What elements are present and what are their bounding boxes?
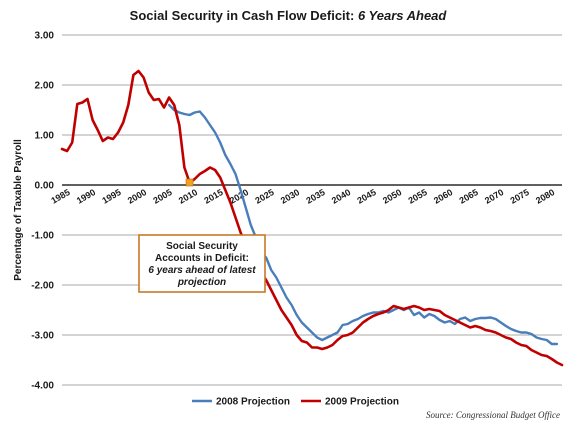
series-line-projection-2009 bbox=[60, 69, 564, 367]
y-tick-label: 2.00 bbox=[35, 81, 55, 92]
series bbox=[60, 69, 564, 367]
x-tick-label: 2045 bbox=[355, 187, 377, 206]
x-tick-label: 2035 bbox=[304, 187, 326, 206]
x-tick-label: 2015 bbox=[202, 187, 224, 206]
x-tick-label: 2000 bbox=[126, 187, 148, 206]
legend-label: 2009 Projection bbox=[325, 397, 399, 408]
x-tick-label: 1995 bbox=[100, 187, 122, 206]
annotation-line: projection bbox=[177, 277, 226, 288]
x-tick-label: 2005 bbox=[151, 187, 173, 206]
x-tick-label: 2050 bbox=[381, 187, 403, 206]
chart-title-main: Social Security in Cash Flow Deficit: bbox=[130, 8, 358, 23]
y-axis-ticks: 3.00 2.00 1.00 0.00 -1.00 -2.00 -3.00 -4.00 bbox=[31, 31, 54, 392]
x-tick-label: 1990 bbox=[75, 187, 97, 206]
x-tick-label: 2030 bbox=[279, 187, 301, 206]
x-tick-label: 2070 bbox=[483, 187, 505, 206]
annotation-line: Accounts in Deficit: bbox=[155, 253, 249, 264]
annotation-box bbox=[138, 234, 266, 293]
source-note: Source: Congressional Budget Office bbox=[426, 410, 560, 420]
y-tick-label: 3.00 bbox=[35, 31, 55, 42]
y-tick-label: -2.00 bbox=[31, 281, 54, 292]
markers bbox=[185, 178, 194, 187]
y-axis-label: Percentage of Taxable Payroll bbox=[13, 139, 24, 281]
x-tick-label: 2040 bbox=[330, 187, 352, 206]
legend: 2008 Projection 2009 Projection bbox=[192, 397, 399, 408]
deficit-start-marker bbox=[185, 178, 194, 187]
y-tick-label: 0.00 bbox=[35, 181, 55, 192]
annotation-line: 6 years ahead of latest bbox=[148, 265, 256, 276]
x-tick-label: 2055 bbox=[406, 187, 428, 206]
y-tick-label: -1.00 bbox=[31, 231, 54, 242]
x-tick-label: 2025 bbox=[253, 187, 275, 206]
y-tick-label: -4.00 bbox=[31, 381, 54, 392]
legend-label: 2008 Projection bbox=[216, 397, 290, 408]
chart-title: Social Security in Cash Flow Deficit: 6 … bbox=[130, 8, 448, 23]
x-axis-ticks: 1985 1990 1995 2000 2005 2010 2015 2020 2025 2030… bbox=[49, 187, 556, 206]
series-line-projection-2008 bbox=[167, 103, 559, 346]
y-tick-label: -3.00 bbox=[31, 331, 54, 342]
x-tick-label: 2010 bbox=[177, 187, 199, 206]
x-tick-label: 2075 bbox=[509, 187, 531, 206]
x-tick-label: 2060 bbox=[432, 187, 454, 206]
chart-title-emphasis: 6 Years Ahead bbox=[358, 8, 447, 23]
x-tick-label: 2080 bbox=[534, 187, 556, 206]
annotation-line: Social Security bbox=[166, 241, 238, 252]
x-tick-label: 2065 bbox=[457, 187, 479, 206]
y-tick-label: 1.00 bbox=[35, 131, 55, 142]
